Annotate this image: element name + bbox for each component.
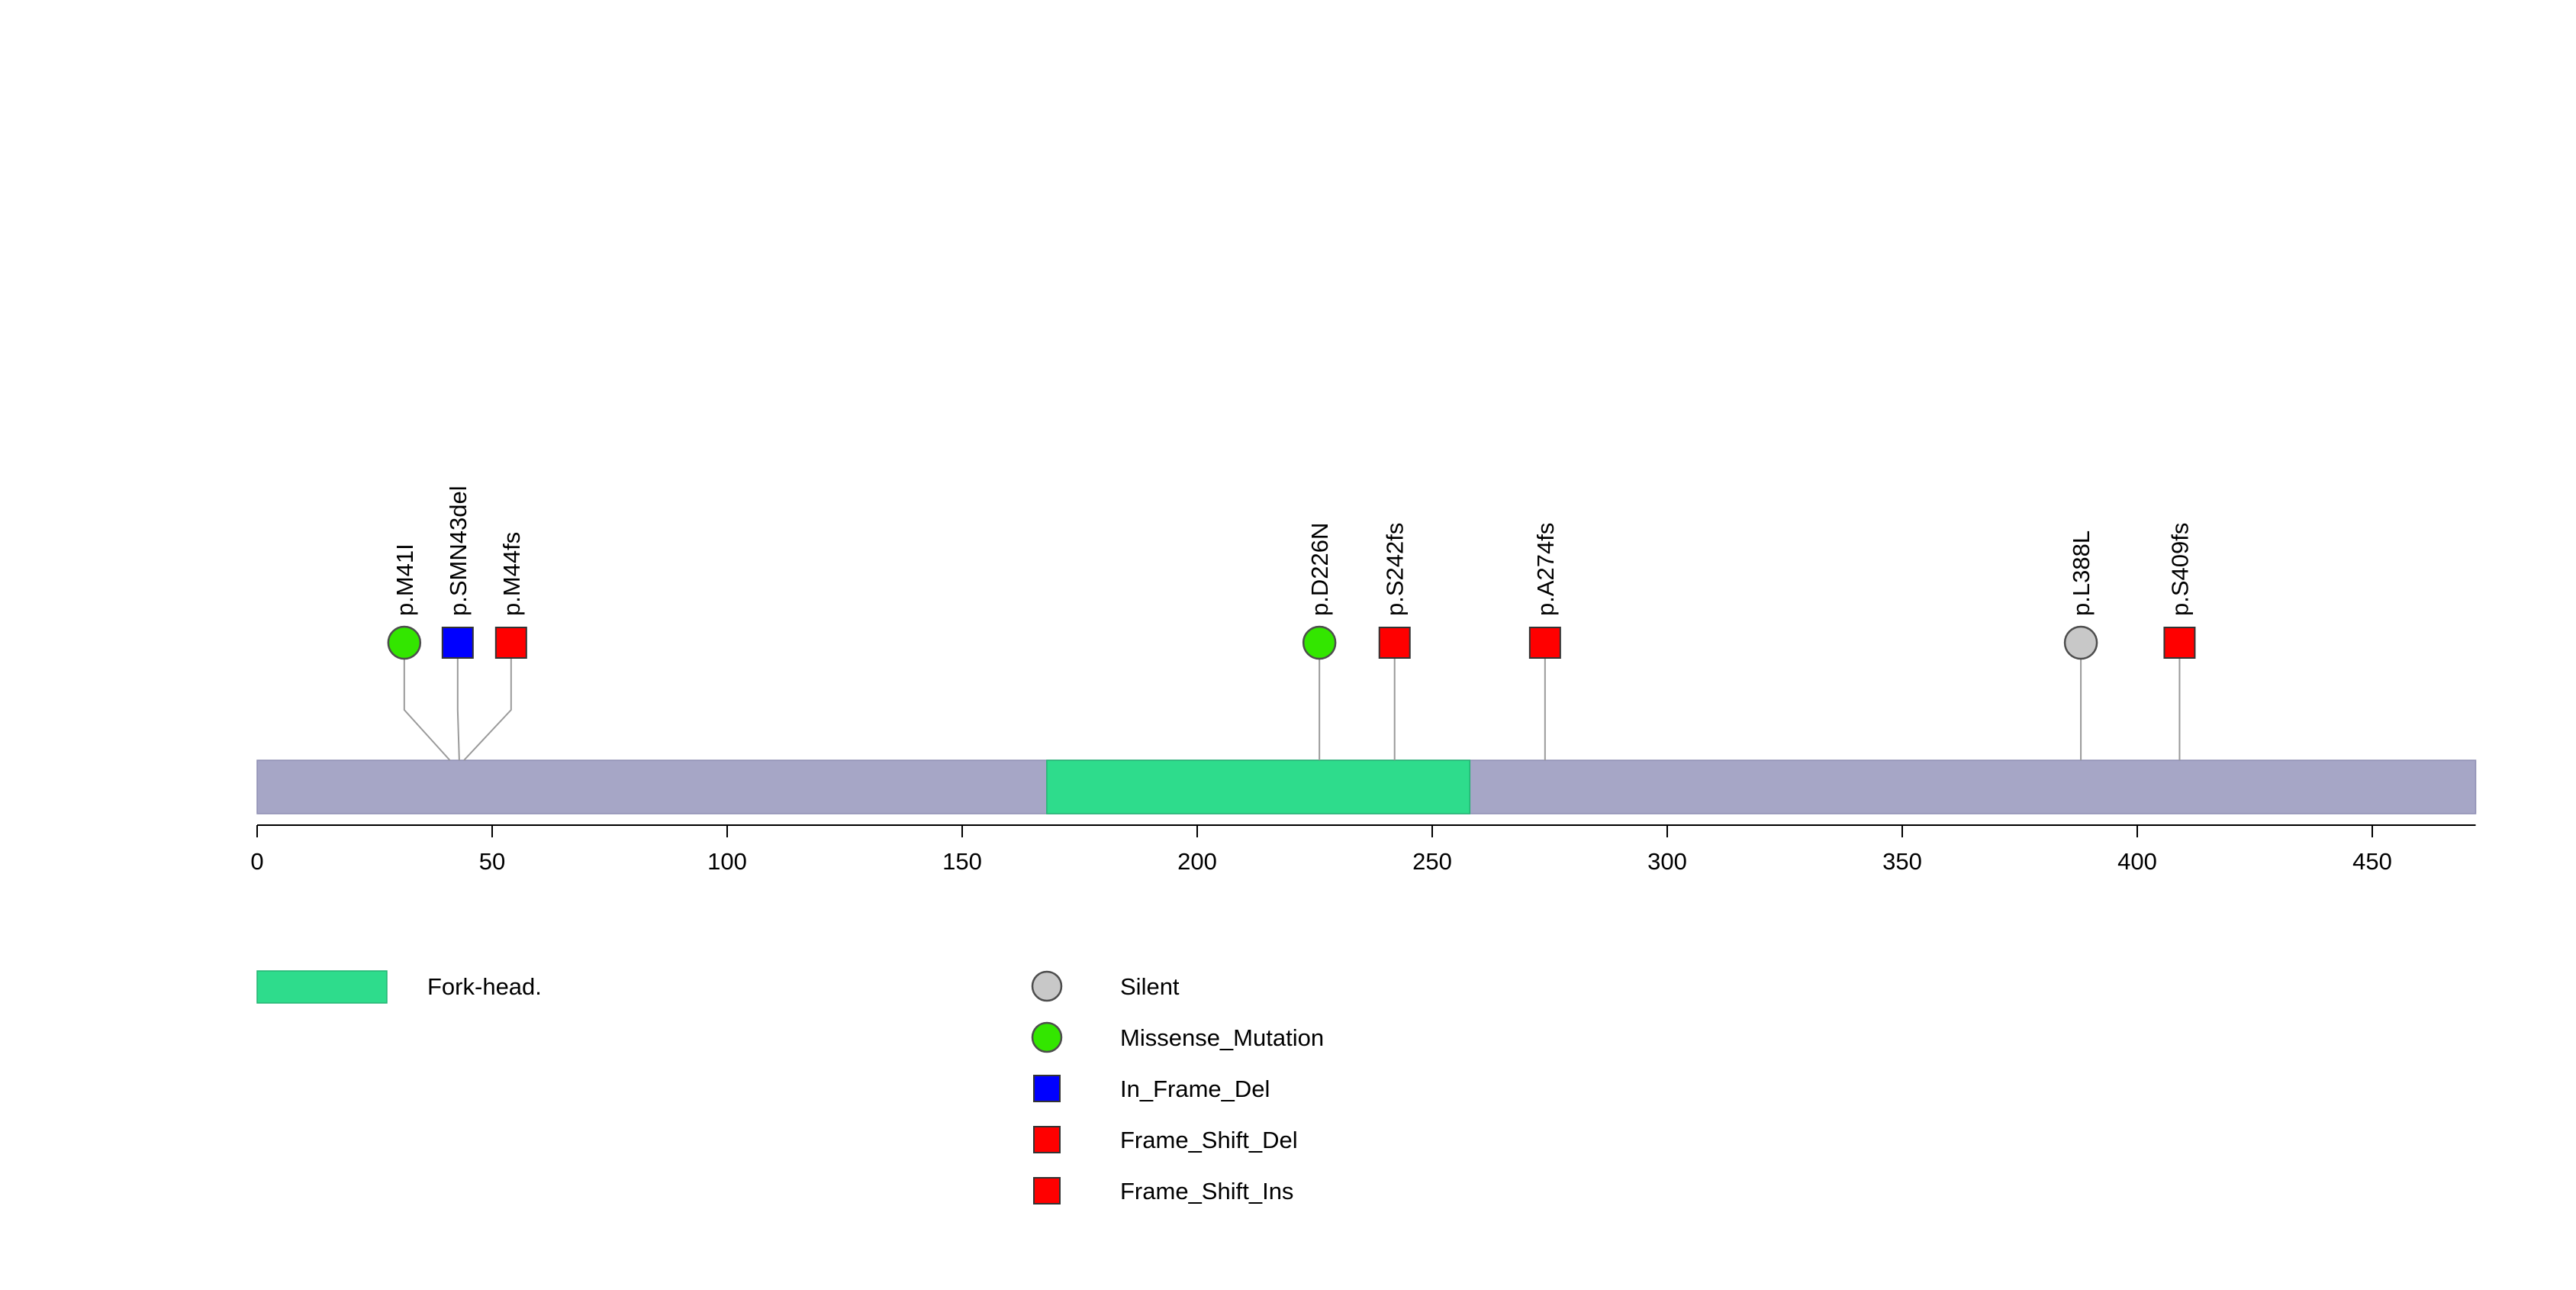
- lollipop-stem: [463, 643, 512, 761]
- mutation-marker-square: [494, 627, 527, 659]
- mutation-label: p.S242fs: [1382, 523, 1409, 616]
- mutation-label: p.M41I: [391, 543, 418, 616]
- legend-marker-square: [1033, 1177, 1061, 1205]
- x-axis-tick-label: 50: [479, 848, 505, 875]
- legend-item-label: Missense_Mutation: [1120, 1024, 1324, 1051]
- legend-item-label: Silent: [1120, 973, 1180, 1000]
- legend-marker-square: [1033, 1075, 1061, 1102]
- legend-domain-label: Fork-head.: [427, 973, 542, 1000]
- legend-item-label: Frame_Shift_Ins: [1120, 1178, 1293, 1205]
- x-axis-tick-label: 450: [2352, 848, 2392, 875]
- legend-marker-square: [1033, 1126, 1061, 1153]
- mutation-label: p.SMN43del: [445, 485, 472, 616]
- mutation-marker-square: [1528, 627, 1561, 659]
- mutation-marker-square: [1378, 627, 1411, 659]
- legend-marker-circle: [1031, 1021, 1063, 1053]
- mutation-marker-square: [2163, 627, 2196, 659]
- legend-marker-circle: [1031, 970, 1063, 1002]
- mutation-marker-circle: [1302, 625, 1337, 660]
- legend-item-label: Frame_Shift_Del: [1120, 1127, 1298, 1153]
- mutation-label: p.S409fs: [2166, 523, 2193, 616]
- mutation-marker-square: [441, 627, 474, 659]
- x-axis-tick-label: 400: [2117, 848, 2157, 875]
- x-axis-tick-label: 150: [942, 848, 982, 875]
- x-axis-tick-label: 350: [1882, 848, 1922, 875]
- x-axis-tick-label: 200: [1177, 848, 1217, 875]
- x-axis-tick-label: 300: [1647, 848, 1687, 875]
- x-axis-tick-label: 250: [1412, 848, 1452, 875]
- x-axis-tick-label: 0: [250, 848, 263, 875]
- mutation-marker-circle: [387, 625, 422, 660]
- protein-domain: [1046, 759, 1471, 814]
- x-axis-tick-label: 100: [707, 848, 747, 875]
- legend-domain-swatch: [256, 970, 388, 1004]
- lollipop-stem: [456, 643, 460, 761]
- mutation-label: p.D226N: [1306, 523, 1333, 616]
- mutation-label: p.M44fs: [498, 532, 525, 616]
- mutation-label: p.A274fs: [1532, 523, 1559, 616]
- legend-item-label: In_Frame_Del: [1120, 1076, 1270, 1102]
- mutation-label: p.L388L: [2068, 531, 2095, 616]
- mutation-marker-circle: [2063, 625, 2098, 660]
- lollipop-stem: [403, 643, 451, 761]
